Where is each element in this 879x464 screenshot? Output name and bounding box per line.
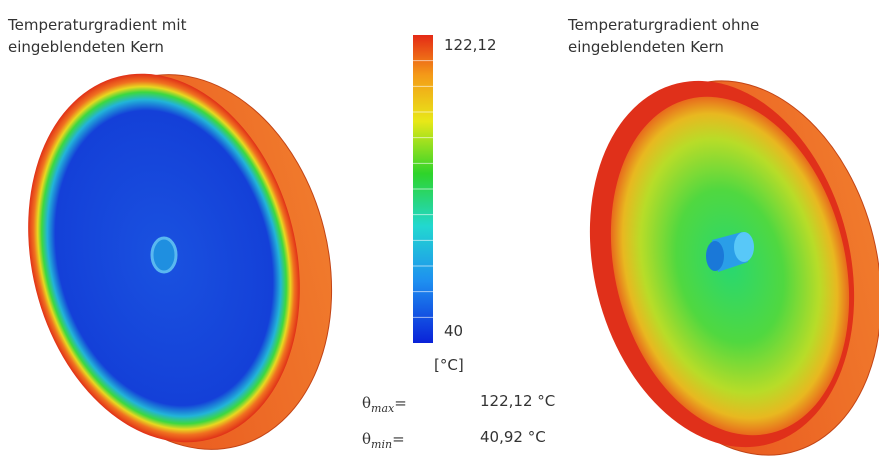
colorbar-min: 40 [444, 322, 463, 340]
colorbar-max: 122,12 [444, 36, 497, 54]
colorbar: 122,12 40 [°C] [413, 35, 497, 374]
left-panel: Temperaturgradient mit eingeblendeten Ke… [0, 16, 370, 464]
stat-label: θmax= [362, 394, 407, 415]
core [152, 238, 176, 272]
panel-title: Temperaturgradient mit [7, 16, 187, 34]
right-panel: Temperaturgradient ohne eingeblendeten K… [553, 16, 879, 464]
figure: Temperaturgradient mit eingeblendeten Ke… [0, 0, 879, 464]
panel-title: eingeblendeten Kern [8, 38, 164, 56]
stat-value: 40,92 °C [480, 428, 546, 446]
stat-label: θmin= [362, 430, 405, 451]
panel-title: eingeblendeten Kern [568, 38, 724, 56]
panel-title: Temperaturgradient ohne [567, 16, 759, 34]
core-end [706, 241, 724, 271]
colorbar-unit: [°C] [434, 356, 464, 374]
stats: θmax= 122,12 °C θmin= 40,92 °C [362, 392, 555, 451]
stat-value: 122,12 °C [480, 392, 555, 410]
core-end [734, 232, 754, 262]
